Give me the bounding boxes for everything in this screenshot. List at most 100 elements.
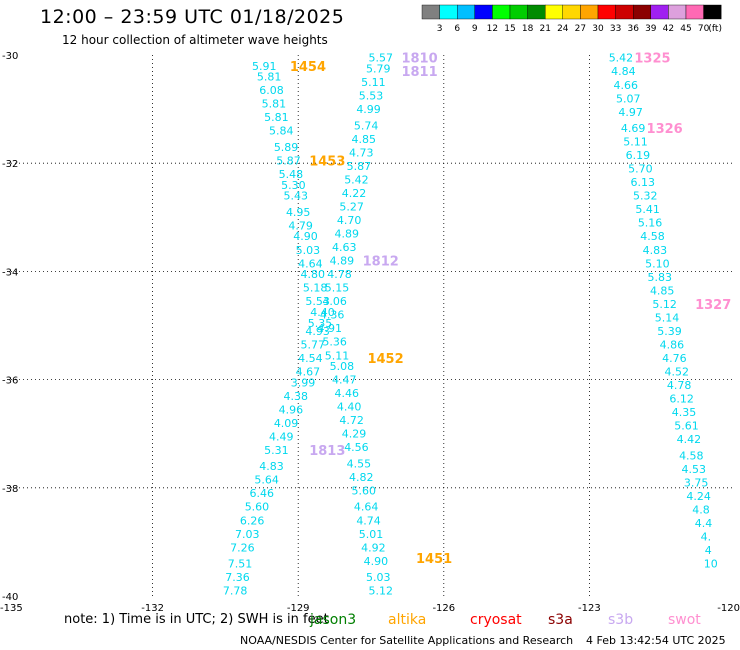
wave-height-value: 4.97 [618, 106, 643, 119]
footer-note: note: 1) Time is in UTC; 2) SWH is in fe… [64, 612, 329, 627]
wave-height-value: 6.12 [669, 393, 694, 406]
x-tick-label: -126 [432, 603, 455, 614]
wave-height-value: 5.36 [322, 336, 347, 349]
page-subtitle: 12 hour collection of altimeter wave hei… [62, 33, 328, 47]
wave-height-value: 5.84 [269, 125, 294, 138]
colorbar-swatch [685, 4, 704, 20]
colorbar-swatch [545, 4, 564, 20]
wave-height-value: 5.81 [264, 111, 289, 124]
wave-height-value: 4.89 [330, 255, 355, 268]
colorbar-unit: (ft) [708, 24, 722, 34]
wave-height-value: 4.24 [686, 490, 711, 503]
y-tick-label: -38 [2, 484, 18, 495]
track-label: 1326 [647, 122, 683, 137]
wave-height-value: 4.06 [322, 295, 347, 308]
wave-height-value: 4.64 [354, 501, 379, 514]
grid [7, 55, 735, 596]
wave-height-value: 4.76 [662, 352, 687, 365]
x-tick-label: -132 [141, 603, 164, 614]
colorbar-label: 9 [472, 24, 478, 34]
track-label: 1452 [367, 352, 403, 367]
wave-height-value: 5.43 [284, 190, 309, 203]
wave-height-value: 5.18 [303, 282, 328, 295]
wave-height-value: 5.14 [655, 311, 680, 324]
x-tick-label: -129 [287, 603, 310, 614]
colorbar-label: 15 [504, 24, 515, 34]
colorbar-swatch [474, 4, 493, 20]
track-label: 1812 [363, 255, 399, 270]
wave-height-value: 5.11 [325, 349, 350, 362]
wave-height-value: 4.90 [293, 230, 318, 243]
satellite-jason3: jason3 [310, 612, 357, 628]
colorbar: 3 6 9 12 15 18 21 24 27 30 33 36 39 42 45 70 (ft) [421, 4, 722, 34]
wave-height-value: 4.46 [334, 387, 359, 400]
wave-height-value: 5.87 [347, 160, 372, 173]
satellite-s3a: s3a [548, 612, 573, 628]
track-label: 1325 [634, 52, 670, 67]
wave-height-value: 3.75 [684, 476, 709, 489]
colorbar-label: 27 [575, 24, 586, 34]
wave-height-value: 5.53 [359, 90, 384, 103]
satellite-swot: swot [668, 612, 701, 628]
wave-height-value: 5.30 [281, 179, 306, 192]
axes: -30 -32 -34 -36 -38 -40-135 -132 -129 -126 -123 -1… [0, 51, 740, 614]
wave-height-value: 4.42 [677, 433, 702, 446]
footer-credit: NOAA/NESDIS Center for Satellite Applica… [240, 634, 574, 647]
wave-height-value: 4.4 [695, 517, 713, 530]
wave-height-value: 5.01 [359, 528, 384, 541]
wave-height-value: 4.84 [611, 65, 636, 78]
y-tick-label: -32 [2, 159, 18, 170]
wave-height-value: 5.35 [308, 317, 333, 330]
wave-height-value: 10 [704, 558, 718, 571]
wave-height-value: 5.31 [264, 444, 289, 457]
wave-height-value: 5.81 [262, 98, 287, 111]
wave-height-value: 5.87 [276, 154, 301, 167]
colorbar-swatch [439, 4, 458, 20]
colorbar-label: 33 [610, 24, 621, 34]
y-tick-label: -34 [2, 267, 18, 278]
colorbar-label: 6 [454, 24, 460, 34]
wave-height-value: 5.27 [339, 200, 364, 213]
colorbar-label: 39 [645, 24, 657, 34]
wave-height-value: 4.70 [337, 214, 362, 227]
page-title: 12:00 – 23:59 UTC 01/18/2025 [40, 6, 345, 28]
colorbar-swatch [597, 4, 616, 20]
colorbar-label: 18 [522, 24, 534, 34]
colorbar-label: 45 [680, 24, 691, 34]
wave-height-value: 4.58 [679, 449, 704, 462]
wave-height-value: 4.36 [320, 309, 345, 322]
wave-height-value: 4.73 [349, 146, 374, 159]
wave-height-value: 6.19 [626, 149, 651, 162]
wave-height-value: 5.07 [616, 92, 641, 105]
wave-height-value: 7.78 [223, 585, 248, 598]
wave-height-value: 5.10 [645, 257, 670, 270]
colorbar-swatch [650, 4, 669, 20]
wave-height-value: 5.48 [279, 168, 304, 181]
track-label: 1453 [309, 154, 345, 169]
wave-height-value: 4.56 [344, 441, 369, 454]
colorbar-swatch [562, 4, 581, 20]
y-tick-label: -36 [2, 376, 18, 387]
wave-height-value: 5.39 [657, 325, 682, 338]
wave-height-value: 4.54 [298, 352, 323, 365]
colorbar-label: 42 [663, 24, 674, 34]
wave-height-value: 5.15 [325, 282, 350, 295]
colorbar-swatch [527, 4, 546, 20]
colorbar-swatch [633, 4, 652, 20]
wave-height-value: 4.96 [279, 403, 304, 416]
wave-height-value: 4.66 [614, 79, 639, 92]
wave-height-value: 5.03 [296, 244, 321, 257]
wave-height-value: 4.99 [356, 103, 381, 116]
colorbar-label: 30 [592, 24, 604, 34]
wave-height-value: 4.38 [284, 390, 309, 403]
track-label: 1327 [695, 298, 731, 313]
colorbar-swatch [509, 4, 528, 20]
wave-height-value: 5.83 [648, 271, 673, 284]
wave-height-value: 4.67 [296, 365, 321, 378]
y-tick-label: -30 [2, 51, 18, 62]
footer-timestamp: 4 Feb 13:42:54 UTC 2025 [586, 634, 726, 647]
colorbar-label: 70 [698, 24, 710, 34]
wave-height-value: 4.91 [317, 322, 342, 335]
track-label: 1451 [416, 552, 452, 567]
wave-height-value: 4.40 [310, 306, 335, 319]
